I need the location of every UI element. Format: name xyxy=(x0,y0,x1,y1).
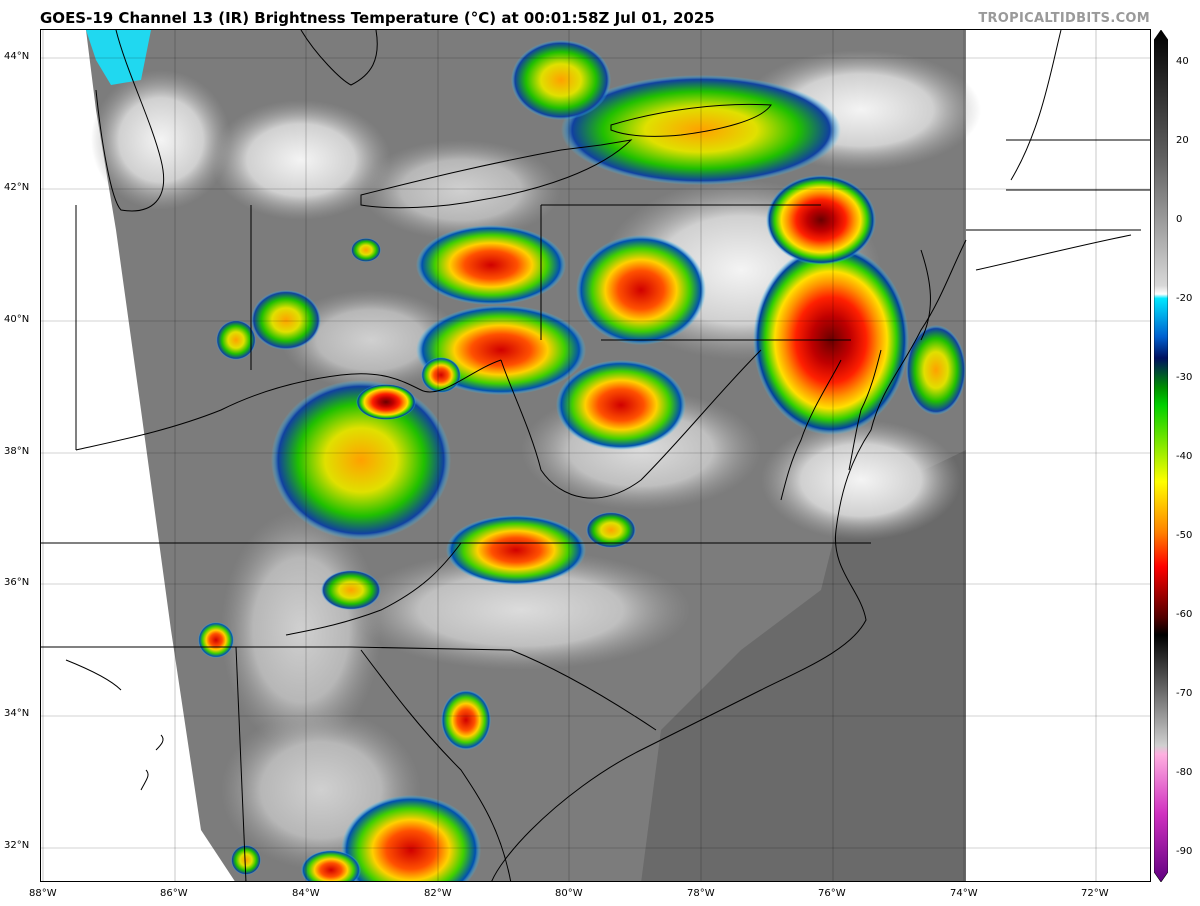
lat-tick-44: 44°N xyxy=(4,51,30,62)
colorbar-tick-neg30: -30 xyxy=(1176,372,1193,383)
map-title: GOES-19 Channel 13 (IR) Brightness Tempe… xyxy=(40,9,715,27)
cirrus-clouds xyxy=(91,50,981,870)
lon-tick-78: 78°W xyxy=(687,888,715,899)
storm-central-pennsylvania xyxy=(766,175,876,265)
colorbar-tick-neg90: -90 xyxy=(1176,846,1193,857)
temperature-colorbar xyxy=(1154,30,1168,882)
satellite-map xyxy=(40,29,1151,882)
colorbar-tick-neg50: -50 xyxy=(1176,530,1193,541)
lat-tick-38: 38°N xyxy=(4,446,30,457)
lon-tick-76: 76°W xyxy=(818,888,846,899)
storm-delmarva xyxy=(906,325,966,415)
colorbar-tick-neg70: -70 xyxy=(1176,688,1193,699)
lat-tick-42: 42°N xyxy=(4,182,30,193)
source-credit: TROPICALTIDBITS.COM xyxy=(978,11,1150,26)
storm-kentucky-core xyxy=(356,384,416,420)
colorbar-tick-0: 0 xyxy=(1176,214,1183,225)
graticule xyxy=(41,30,1150,881)
storm-ontario xyxy=(511,40,611,120)
storm-south-carolina xyxy=(441,690,491,750)
storm-virginia-small xyxy=(586,512,636,548)
storm-west-virginia xyxy=(556,360,686,450)
storm-southern-virginia xyxy=(446,515,586,585)
storm-indiana xyxy=(251,290,321,350)
storm-ohio-west xyxy=(421,357,461,393)
lat-tick-32: 32°N xyxy=(4,840,30,851)
map-borders xyxy=(41,30,1150,881)
storm-tennessee xyxy=(321,570,381,610)
storm-west-pennsylvania xyxy=(576,235,706,345)
colorbar-tick-neg40: -40 xyxy=(1176,451,1193,462)
lon-tick-72: 72°W xyxy=(1081,888,1109,899)
cold-cloud-patch xyxy=(86,30,151,85)
colorbar-tick-40: 40 xyxy=(1176,56,1189,67)
storm-illinois xyxy=(216,320,256,360)
satellite-image xyxy=(41,30,1150,881)
colorbar-tick-neg60: -60 xyxy=(1176,609,1193,620)
colorbar-tick-20: 20 xyxy=(1176,135,1189,146)
lon-tick-86: 86°W xyxy=(160,888,188,899)
lon-tick-88: 88°W xyxy=(29,888,57,899)
storm-new-york-line xyxy=(561,75,841,185)
lon-tick-74: 74°W xyxy=(950,888,978,899)
storm-alabama xyxy=(198,622,234,658)
storm-alabama-south xyxy=(231,845,261,875)
ocean-area xyxy=(641,450,966,881)
storm-georgia-west xyxy=(301,850,361,881)
lat-tick-34: 34°N xyxy=(4,708,30,719)
storm-ohio-north-small xyxy=(351,238,381,262)
colorbar-tick-neg20: -20 xyxy=(1176,293,1193,304)
storm-georgia xyxy=(341,795,481,881)
storm-kentucky xyxy=(271,380,451,540)
colorbar-tick-neg80: -80 xyxy=(1176,767,1193,778)
lat-tick-36: 36°N xyxy=(4,577,30,588)
lon-tick-80: 80°W xyxy=(555,888,583,899)
lat-tick-40: 40°N xyxy=(4,314,30,325)
lon-tick-84: 84°W xyxy=(292,888,320,899)
lon-tick-82: 82°W xyxy=(424,888,452,899)
storm-northern-ohio xyxy=(416,225,566,305)
